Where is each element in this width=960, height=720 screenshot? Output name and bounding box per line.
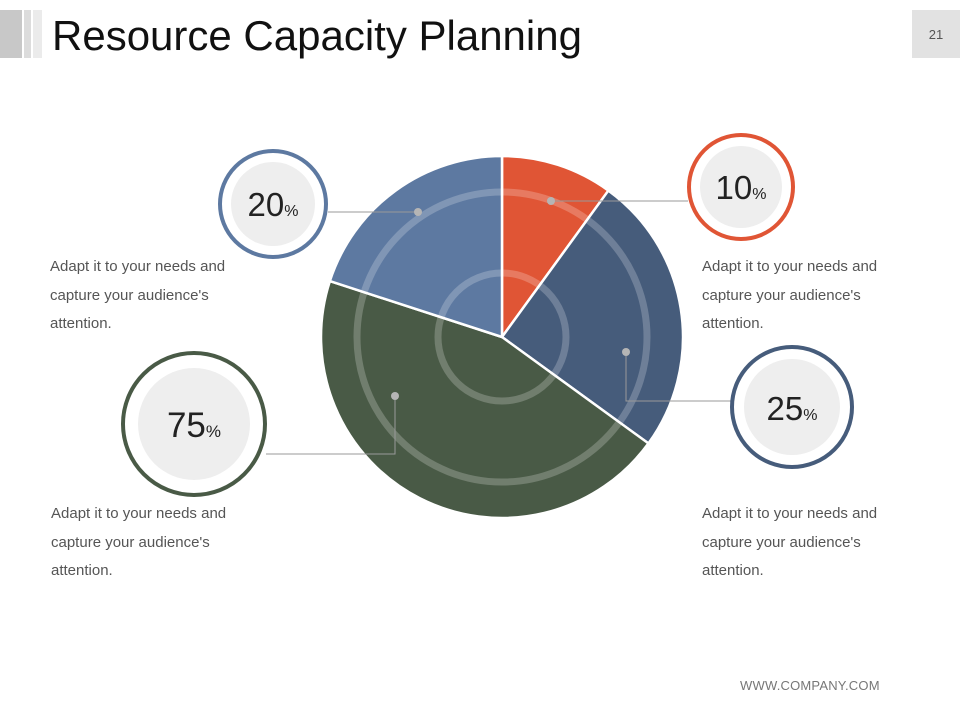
leader-dot-25 [622, 348, 630, 356]
callout-badge-10: 10% [687, 133, 795, 241]
percent-sign: % [752, 186, 766, 203]
title-accent-bar [0, 10, 22, 58]
leader-line-75 [266, 396, 396, 455]
callout-badge-75: 75% [121, 351, 267, 497]
pie-slice-25 [500, 189, 685, 445]
svg-text:20%: 20% [248, 186, 299, 223]
leader-dot-75 [391, 392, 399, 400]
title-accent-bar-light [33, 10, 42, 58]
footer-website: WWW.COMPANY.COM [740, 678, 880, 693]
callout-text-75: Adapt it to your needs and capture your … [51, 505, 227, 579]
inner-decor-ring [434, 269, 570, 405]
svg-text:10%: 10% [716, 169, 767, 206]
leader-line-25 [625, 352, 733, 402]
slide-title: Resource Capacity Planning [52, 12, 582, 59]
pie-slice-20 [328, 154, 504, 339]
percent-sign: % [284, 203, 298, 220]
leader-dot-20 [414, 208, 422, 216]
page-number: 21 [912, 10, 960, 58]
decorative-rings [353, 188, 651, 486]
callout-badge-25: 25% [730, 345, 854, 469]
svg-text:25%: 25% [767, 390, 818, 427]
svg-text:75%: 75% [167, 406, 221, 445]
callout-value-25: 25 [767, 390, 804, 427]
callout-text-20: Adapt it to your needs and capture your … [50, 258, 226, 332]
percent-sign: % [803, 407, 817, 424]
pie-slices [319, 154, 685, 520]
callout-badge-20: 20% [218, 149, 328, 259]
leader-dot-10 [547, 197, 555, 205]
callout-value-75: 75 [167, 406, 206, 445]
leader-lines [266, 197, 733, 455]
callout-value-10: 10 [716, 169, 753, 206]
pie-slice-75 [319, 279, 650, 520]
outer-decor-ring [353, 188, 651, 486]
callout-text-25: Adapt it to your needs and capture your … [702, 505, 878, 579]
title-accent-bar-thin [24, 10, 31, 58]
callout-text-10: Adapt it to your needs and capture your … [702, 258, 878, 332]
callout-value-20: 20 [248, 186, 285, 223]
percent-sign: % [206, 422, 221, 441]
